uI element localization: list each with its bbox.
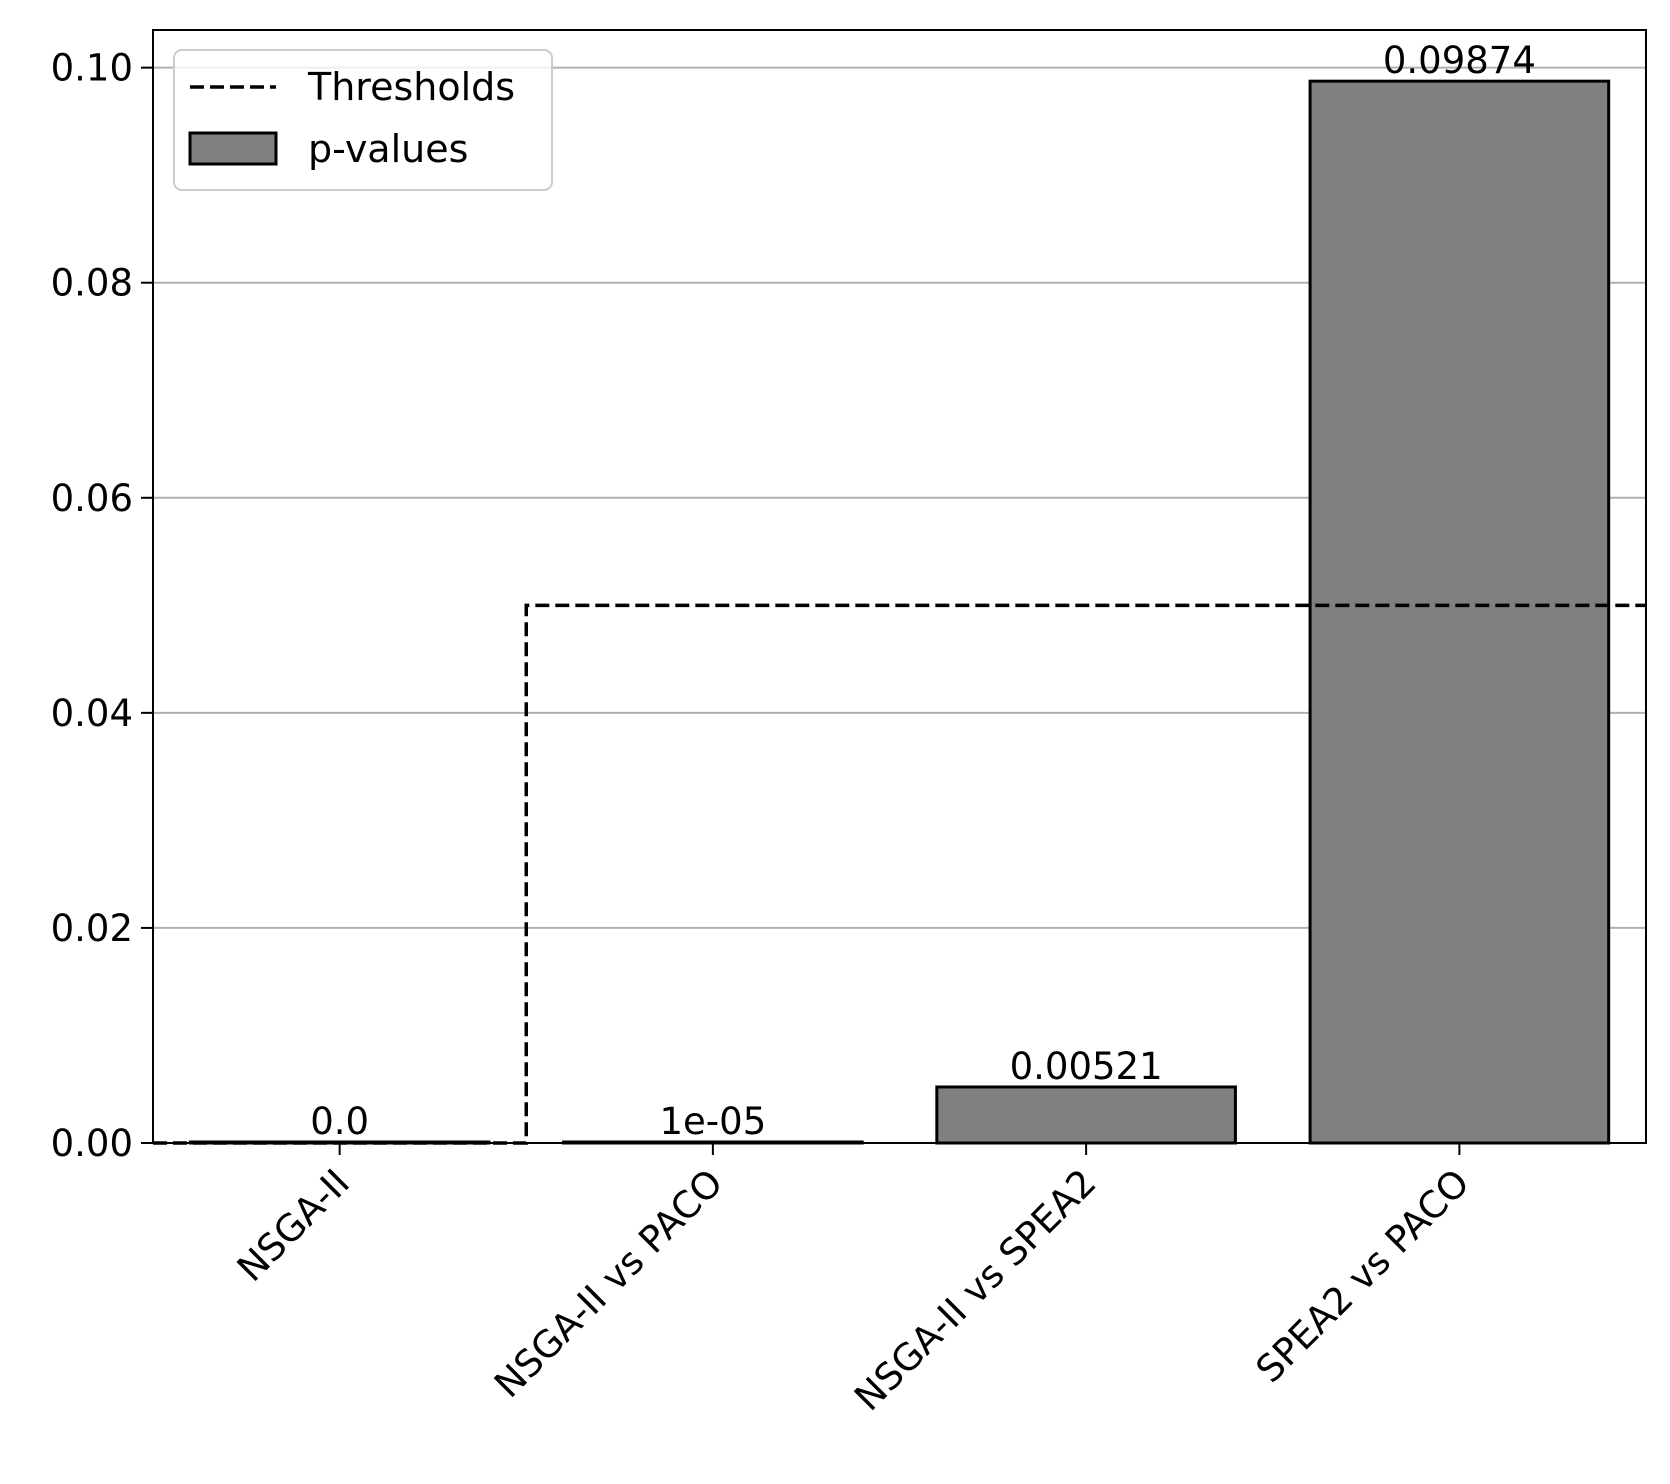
legend-pvalues-label: p-values bbox=[308, 127, 468, 171]
plot-frame bbox=[152, 29, 1647, 1144]
legend-pvalues-swatch bbox=[188, 131, 278, 166]
y-tick-label: 0.06 bbox=[51, 477, 133, 520]
y-axis: 0.00 0.02 0.04 0.06 0.08 0.10 bbox=[51, 47, 153, 1165]
bar bbox=[935, 1085, 1237, 1145]
y-tick-label: 0.02 bbox=[51, 907, 133, 950]
bar-value-labels: 0.0 1e-05 0.00521 0.09874 bbox=[310, 39, 1536, 1143]
x-tick-label: NSGA-II bbox=[229, 1161, 358, 1290]
x-axis: NSGA-II NSGA-II vs PACO NSGA-II vs SPEA2 SP… bbox=[229, 1143, 1478, 1419]
y-tick-label: 0.04 bbox=[51, 692, 133, 735]
y-tick-label: 0.10 bbox=[51, 47, 133, 90]
bars bbox=[188, 79, 1611, 1145]
legend: Thresholds p-values bbox=[173, 49, 553, 191]
bar-value-label: 1e-05 bbox=[660, 1100, 767, 1143]
y-tick-label: 0.08 bbox=[51, 262, 133, 305]
x-tick-label: NSGA-II vs PACO bbox=[486, 1161, 731, 1406]
bar-value-label: 0.0 bbox=[310, 1100, 369, 1143]
bar-value-label: 0.09874 bbox=[1383, 39, 1536, 82]
y-tick-label: 0.00 bbox=[51, 1122, 133, 1165]
legend-thresholds-label: Thresholds bbox=[307, 65, 515, 109]
x-tick-label: NSGA-II vs SPEA2 bbox=[846, 1161, 1104, 1419]
bar bbox=[1308, 79, 1611, 1145]
x-tick-label: SPEA2 vs PACO bbox=[1248, 1161, 1478, 1391]
bar-value-label: 0.00521 bbox=[1010, 1045, 1163, 1088]
